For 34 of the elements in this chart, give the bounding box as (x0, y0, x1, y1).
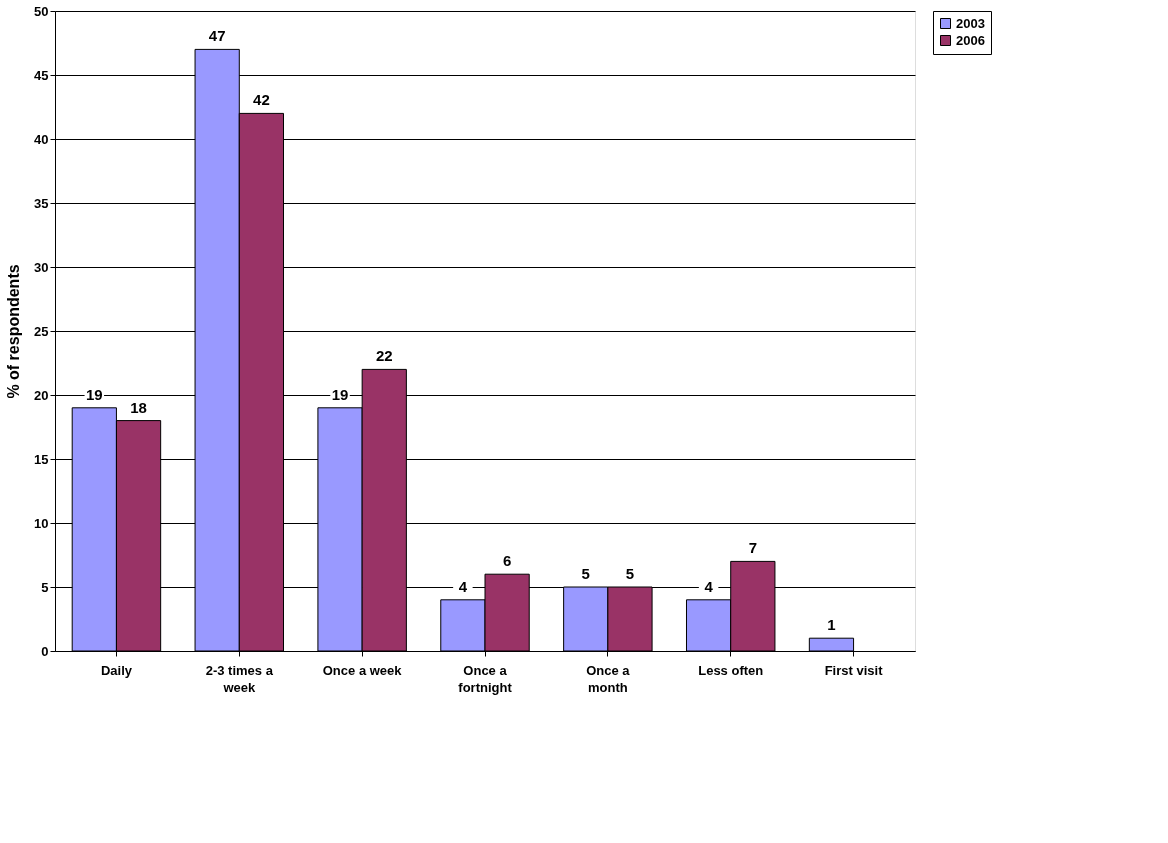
y-tick-label: 20 (34, 387, 49, 403)
y-tick-label: 25 (34, 323, 49, 339)
x-tick-label: Once a month (586, 662, 631, 695)
y-tick-label: 30 (34, 259, 49, 275)
y-tick-label: 45 (34, 67, 49, 83)
x-tick-label: Less often (698, 662, 764, 678)
data-label: 5 (581, 565, 590, 582)
data-label: 19 (331, 385, 349, 403)
data-label: 18 (130, 398, 147, 416)
y-axis-title: % of respondents (5, 264, 23, 399)
data-label: 1 (827, 616, 836, 634)
data-label: 19 (85, 385, 103, 403)
data-label: 42 (253, 91, 270, 109)
legend-label: 2003 (956, 15, 985, 31)
data-label: 6 (502, 552, 512, 570)
data-label: 47 (208, 27, 226, 45)
y-tick-label: 5 (41, 579, 49, 595)
data-label: 7 (748, 539, 757, 557)
y-tick-label: 35 (34, 195, 49, 211)
legend-label: 2006 (956, 32, 985, 48)
y-tick-label: 50 (34, 3, 49, 19)
y-tick-label: 0 (41, 643, 49, 659)
data-label: 22 (375, 347, 393, 365)
data-label: 5 (625, 565, 635, 582)
y-tick-label: 40 (34, 131, 49, 147)
x-tick-label: Once a fortnight (458, 662, 513, 695)
x-tick-label: Daily (100, 662, 133, 678)
x-tick-label: 2-3 times a week (205, 662, 274, 695)
data-label: 4 (704, 577, 714, 595)
y-tick-label: 10 (34, 515, 49, 531)
x-tick-label: Once a week (322, 662, 403, 678)
x-tick-label: First visit (824, 662, 884, 678)
y-tick-label: 15 (34, 451, 49, 467)
data-label: 4 (458, 577, 468, 595)
